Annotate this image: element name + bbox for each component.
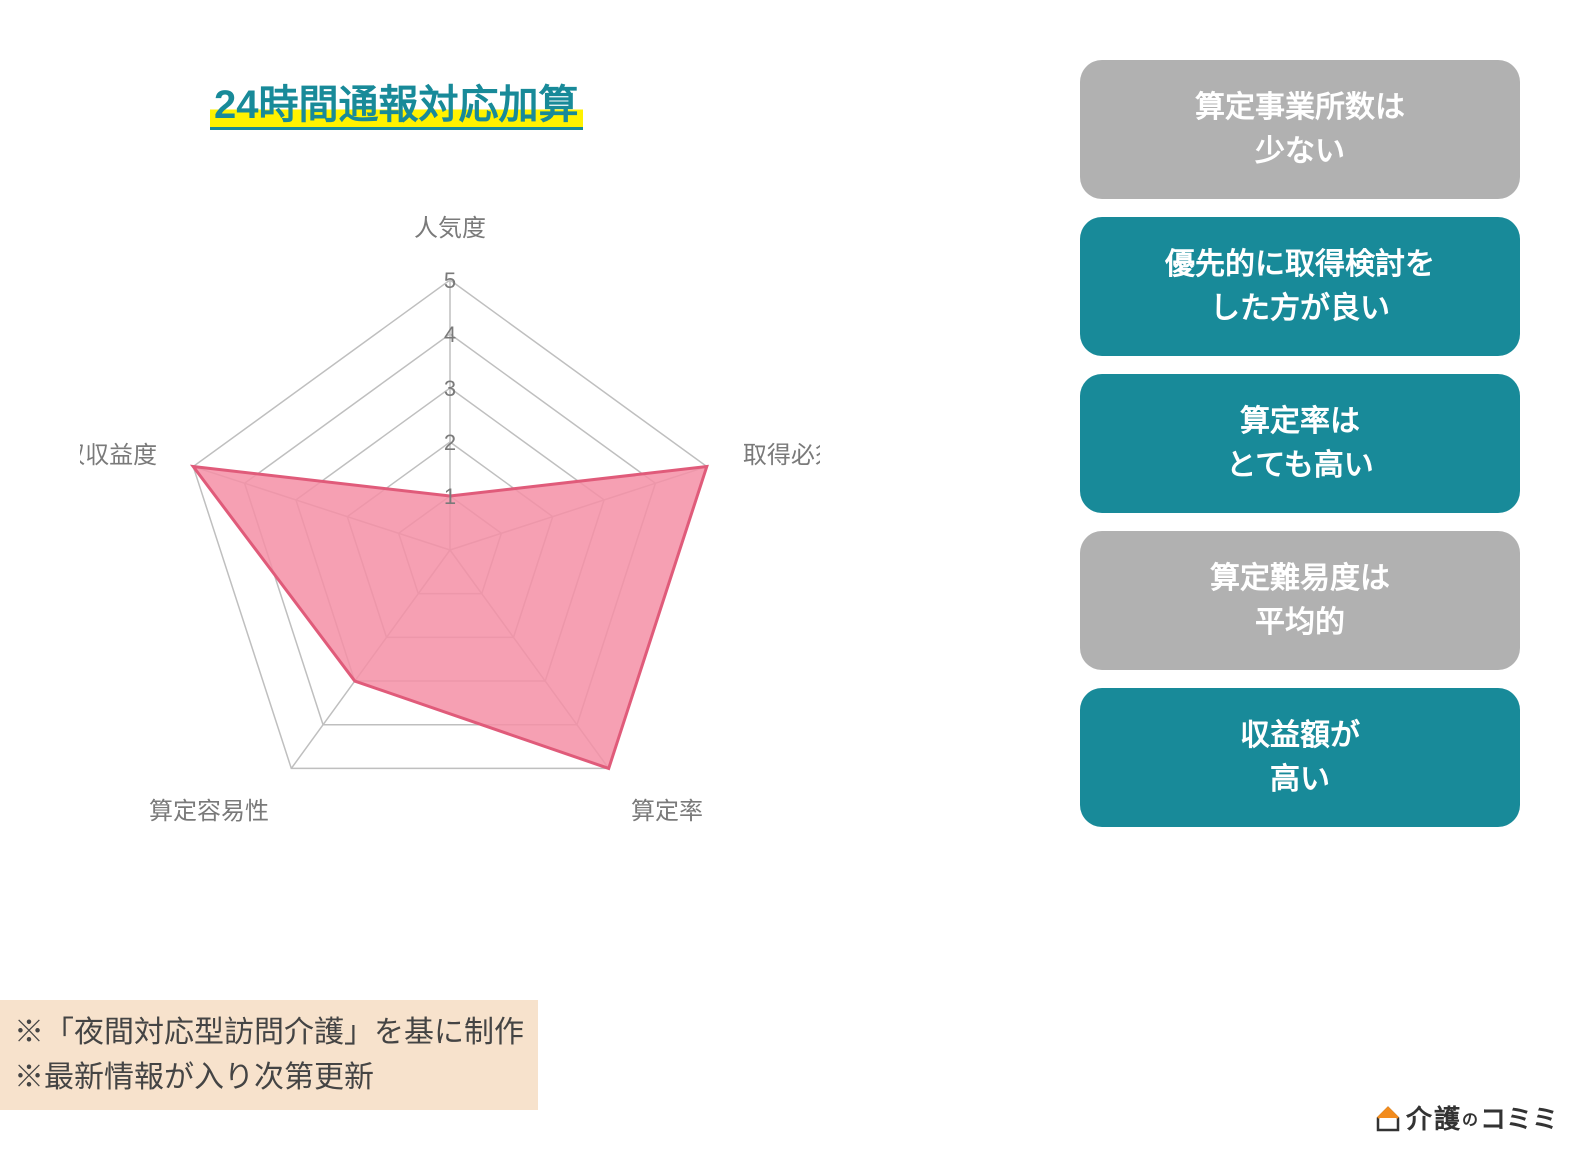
- card-3-line-0: 算定難易度は: [1210, 562, 1390, 595]
- svg-text:算定容易性: 算定容易性: [149, 798, 269, 825]
- svg-text:2: 2: [444, 430, 456, 455]
- card-0-line-1: 少ない: [1255, 135, 1345, 168]
- svg-text:5: 5: [444, 268, 456, 293]
- info-cards: 算定事業所数は少ない 優先的に取得検討をした方が良い 算定率はとても高い 算定難…: [1080, 60, 1520, 827]
- svg-text:1: 1: [444, 484, 456, 509]
- card-1: 優先的に取得検討をした方が良い: [1080, 217, 1520, 356]
- svg-text:月収収益度: 月収収益度: [80, 442, 157, 469]
- footer-line-1: ※最新情報が入り次第更新: [14, 1055, 524, 1100]
- radar-chart: 1 2 3 4 5 人気度取得必須度算定率 算定容易性 月収収益度: [80, 160, 820, 900]
- card-3: 算定難易度は平均的: [1080, 531, 1520, 670]
- footer-notes: ※「夜間対応型訪問介護」を基に制作 ※最新情報が入り次第更新: [0, 1000, 538, 1110]
- page-title: 24時間通報対応加算: [210, 72, 583, 130]
- footer-line-0: ※「夜間対応型訪問介護」を基に制作: [14, 1010, 524, 1055]
- card-4: 収益額が高い: [1080, 688, 1520, 827]
- house-icon: [1374, 1104, 1402, 1132]
- logo-brand: コミミ: [1480, 1099, 1558, 1136]
- card-2: 算定率はとても高い: [1080, 374, 1520, 513]
- card-2-line-1: とても高い: [1226, 449, 1374, 482]
- card-0-line-0: 算定事業所数は: [1195, 91, 1405, 124]
- radar-svg: 1 2 3 4 5 人気度取得必須度算定率 算定容易性 月収収益度: [80, 160, 820, 900]
- logo-small: の: [1462, 1106, 1478, 1130]
- card-4-line-1: 高い: [1270, 763, 1330, 796]
- svg-text:取得必須度: 取得必須度: [743, 442, 820, 469]
- card-3-line-1: 平均的: [1255, 606, 1345, 639]
- card-1-line-1: した方が良い: [1210, 292, 1390, 325]
- card-4-line-0: 収益額が: [1240, 719, 1360, 752]
- svg-text:3: 3: [444, 376, 456, 401]
- page-container: 24時間通報対応加算 1 2 3 4 5 人気度取得必須度算定率 算定容易性 月収収益度 算定…: [0, 0, 1580, 1150]
- brand-logo: 介 護 の コミミ: [1374, 1099, 1558, 1136]
- logo-char1: 介: [1406, 1099, 1432, 1136]
- svg-text:4: 4: [444, 322, 456, 347]
- logo-char2: 護: [1434, 1099, 1460, 1136]
- svg-text:算定率: 算定率: [631, 798, 703, 825]
- page-title-text: 24時間通報対応加算: [210, 83, 583, 130]
- card-1-line-0: 優先的に取得検討を: [1165, 248, 1435, 281]
- card-0: 算定事業所数は少ない: [1080, 60, 1520, 199]
- card-2-line-0: 算定率は: [1240, 405, 1360, 438]
- svg-text:人気度: 人気度: [414, 215, 486, 242]
